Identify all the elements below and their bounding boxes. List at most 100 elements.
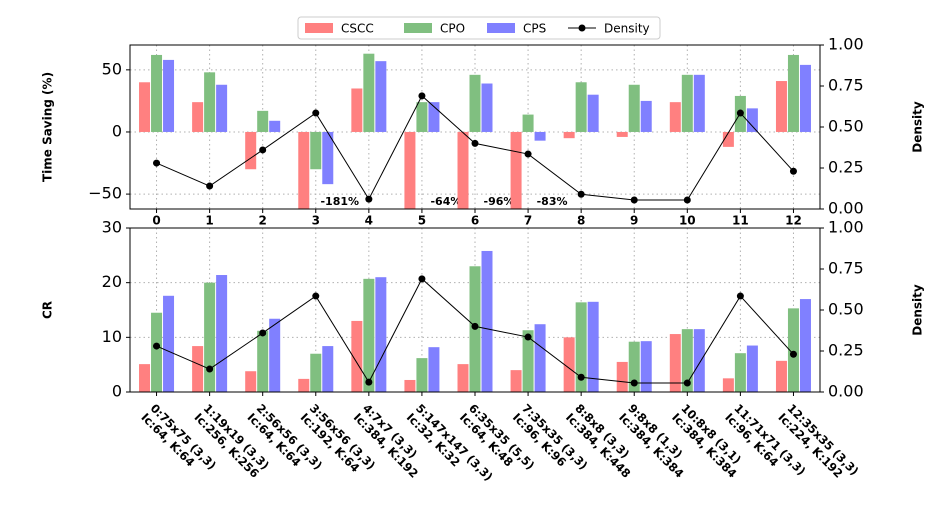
bar — [469, 74, 481, 132]
bar — [681, 329, 693, 392]
bar — [640, 100, 652, 132]
marker — [789, 350, 797, 358]
marker — [683, 379, 691, 387]
marker — [153, 342, 161, 350]
marker — [259, 146, 267, 154]
y-tick-label: 30 — [102, 218, 122, 237]
bar — [351, 320, 363, 392]
plot-frame — [129, 44, 821, 210]
marker — [471, 139, 479, 147]
bar — [481, 83, 493, 132]
marker — [153, 159, 161, 167]
bar — [363, 53, 375, 132]
y2-tick-label: 0.00 — [828, 382, 864, 401]
y2-tick-label: 0.75 — [828, 259, 864, 278]
x-tick-label: 0 — [152, 214, 160, 228]
bar — [257, 110, 269, 132]
legend-swatch — [305, 23, 333, 33]
x-tick-label: 12 — [785, 214, 802, 228]
x-tick-label: 6 — [471, 214, 479, 228]
legend-label: CPS — [523, 22, 546, 36]
x-tick-label: 2 — [259, 214, 267, 228]
y-tick-label: 20 — [102, 272, 122, 291]
bar — [787, 54, 799, 132]
bar — [416, 102, 428, 132]
bar — [681, 74, 693, 132]
x-tick-label: 9 — [630, 214, 638, 228]
marker — [577, 373, 585, 381]
y-tick-label: 0 — [112, 382, 122, 401]
bar — [563, 337, 575, 392]
bar — [746, 108, 758, 132]
bar — [722, 131, 734, 147]
marker — [312, 292, 320, 300]
legend-label: CPO — [440, 22, 465, 36]
bar — [775, 81, 787, 132]
bar — [522, 114, 534, 132]
marker — [524, 333, 532, 341]
data-label: -96% — [484, 195, 515, 208]
marker — [524, 150, 532, 158]
y2-tick-label: 1.00 — [828, 35, 864, 54]
bar — [163, 59, 175, 132]
y-axis-label: CR — [41, 301, 55, 319]
bar — [363, 278, 375, 392]
x-tick-label: 10 — [679, 214, 696, 228]
bar — [628, 341, 640, 392]
data-label: -64% — [430, 195, 461, 208]
bar — [616, 361, 628, 392]
legend-frame — [297, 16, 661, 40]
y2-axis-label: Density — [911, 101, 925, 153]
bar — [322, 346, 334, 392]
marker — [736, 109, 744, 117]
bar — [351, 88, 363, 132]
y2-tick-label: 0.00 — [828, 199, 864, 218]
bar — [510, 131, 522, 209]
marker — [206, 182, 214, 190]
bar — [481, 250, 493, 392]
legend-label: CSCC — [341, 22, 374, 36]
y2-tick-label: 1.00 — [828, 218, 864, 237]
bar — [322, 131, 334, 185]
y2-axis-label: Density — [911, 284, 925, 336]
bar — [799, 299, 811, 392]
bar — [563, 131, 575, 139]
bar — [616, 131, 628, 137]
x-tick-label: 8 — [577, 214, 585, 228]
legend: CSCC CPO CPS Density — [297, 16, 661, 40]
y2-tick-label: 0.50 — [828, 300, 864, 319]
bar — [151, 54, 163, 132]
legend-marker — [578, 24, 586, 32]
y2-tick-label: 0.75 — [828, 76, 864, 95]
marker — [630, 379, 638, 387]
marker — [683, 196, 691, 204]
bar — [163, 295, 175, 392]
bar — [216, 275, 228, 392]
y2-tick-label: 0.25 — [828, 158, 864, 177]
y2-tick-label: 0.50 — [828, 117, 864, 136]
marker — [365, 378, 373, 386]
bar — [192, 102, 204, 132]
bar — [310, 353, 322, 392]
bar — [375, 61, 387, 132]
bar — [669, 334, 681, 392]
bar — [257, 330, 269, 392]
bar — [310, 131, 322, 170]
data-label: -181% — [320, 195, 359, 208]
bar — [746, 345, 758, 392]
bar — [787, 308, 799, 392]
y-axis-label: Time Saving (%) — [41, 72, 55, 182]
bar — [416, 358, 428, 392]
bar — [534, 324, 546, 392]
bar — [428, 102, 440, 132]
legend-swatch — [404, 23, 432, 33]
bar — [192, 346, 204, 392]
bar — [216, 84, 228, 132]
bar — [775, 360, 787, 392]
bar — [404, 379, 416, 392]
x-tick-label: 4 — [365, 214, 373, 228]
bar — [575, 302, 587, 392]
bar — [522, 330, 534, 392]
